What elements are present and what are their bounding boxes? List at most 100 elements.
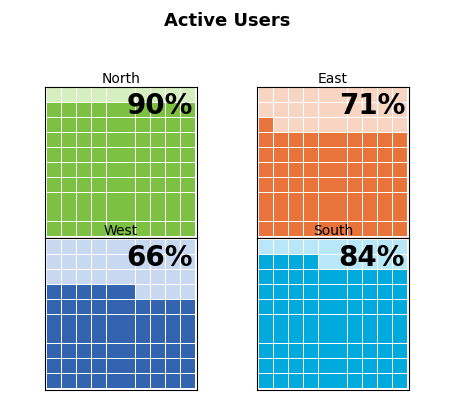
Bar [151, 374, 165, 388]
Bar [151, 359, 165, 373]
Bar [77, 119, 91, 133]
Bar [77, 89, 91, 103]
Bar [151, 345, 165, 358]
Bar [181, 223, 195, 237]
Bar [304, 300, 318, 314]
Bar [122, 330, 135, 343]
Bar [319, 223, 332, 237]
Bar [393, 178, 407, 192]
Bar [304, 149, 318, 162]
Bar [47, 89, 61, 103]
Bar [393, 149, 407, 162]
Bar [259, 208, 273, 222]
Bar [289, 119, 303, 133]
Bar [77, 270, 91, 284]
Bar [363, 359, 377, 373]
Bar [393, 300, 407, 314]
Bar [378, 315, 392, 329]
Bar [393, 330, 407, 343]
Bar [363, 345, 377, 358]
Bar [393, 285, 407, 299]
Bar [136, 300, 150, 314]
Bar [62, 104, 76, 118]
Bar [259, 149, 273, 162]
Bar [92, 208, 106, 222]
Bar [393, 89, 407, 103]
Bar [122, 208, 135, 222]
Bar [393, 104, 407, 118]
Bar [289, 345, 303, 358]
Bar [92, 241, 106, 255]
Bar [378, 270, 392, 284]
Bar [151, 241, 165, 255]
Bar [319, 119, 332, 133]
Bar [259, 104, 273, 118]
Bar [107, 330, 121, 343]
Bar [166, 359, 180, 373]
Bar [319, 256, 332, 269]
Bar [333, 241, 347, 255]
Bar [77, 241, 91, 255]
Bar [363, 208, 377, 222]
Bar [333, 134, 347, 148]
Bar [77, 193, 91, 207]
Bar [181, 374, 195, 388]
Bar [259, 285, 273, 299]
Bar [92, 256, 106, 269]
Title: South: South [313, 224, 353, 237]
Bar [151, 89, 165, 103]
Bar [122, 149, 135, 162]
Bar [289, 330, 303, 343]
Bar [274, 193, 288, 207]
Bar [181, 149, 195, 162]
Bar [274, 300, 288, 314]
Bar [136, 134, 150, 148]
Bar [166, 256, 180, 269]
Bar [122, 256, 135, 269]
Bar [136, 374, 150, 388]
Bar [166, 374, 180, 388]
Bar [77, 330, 91, 343]
Bar [181, 330, 195, 343]
Bar [289, 104, 303, 118]
Bar [136, 285, 150, 299]
Bar [166, 104, 180, 118]
Bar [136, 193, 150, 207]
Bar [151, 300, 165, 314]
Bar [77, 208, 91, 222]
Bar [151, 208, 165, 222]
Bar [378, 104, 392, 118]
Bar [363, 104, 377, 118]
Bar [333, 119, 347, 133]
Bar [92, 223, 106, 237]
Bar [92, 300, 106, 314]
Bar [393, 345, 407, 358]
Bar [136, 359, 150, 373]
Bar [259, 256, 273, 269]
Bar [393, 208, 407, 222]
Bar [393, 164, 407, 177]
Bar [378, 193, 392, 207]
Bar [319, 208, 332, 222]
Bar [62, 315, 76, 329]
Bar [289, 178, 303, 192]
Bar [289, 374, 303, 388]
Text: Active Users: Active Users [164, 12, 290, 30]
Bar [107, 315, 121, 329]
Bar [333, 300, 347, 314]
Bar [92, 270, 106, 284]
Bar [348, 300, 362, 314]
Bar [289, 89, 303, 103]
Bar [348, 241, 362, 255]
Bar [166, 164, 180, 177]
Bar [122, 104, 135, 118]
Bar [274, 345, 288, 358]
Bar [378, 256, 392, 269]
Bar [274, 223, 288, 237]
Bar [333, 223, 347, 237]
Bar [259, 374, 273, 388]
Bar [122, 89, 135, 103]
Bar [378, 134, 392, 148]
Bar [304, 330, 318, 343]
Bar [166, 208, 180, 222]
